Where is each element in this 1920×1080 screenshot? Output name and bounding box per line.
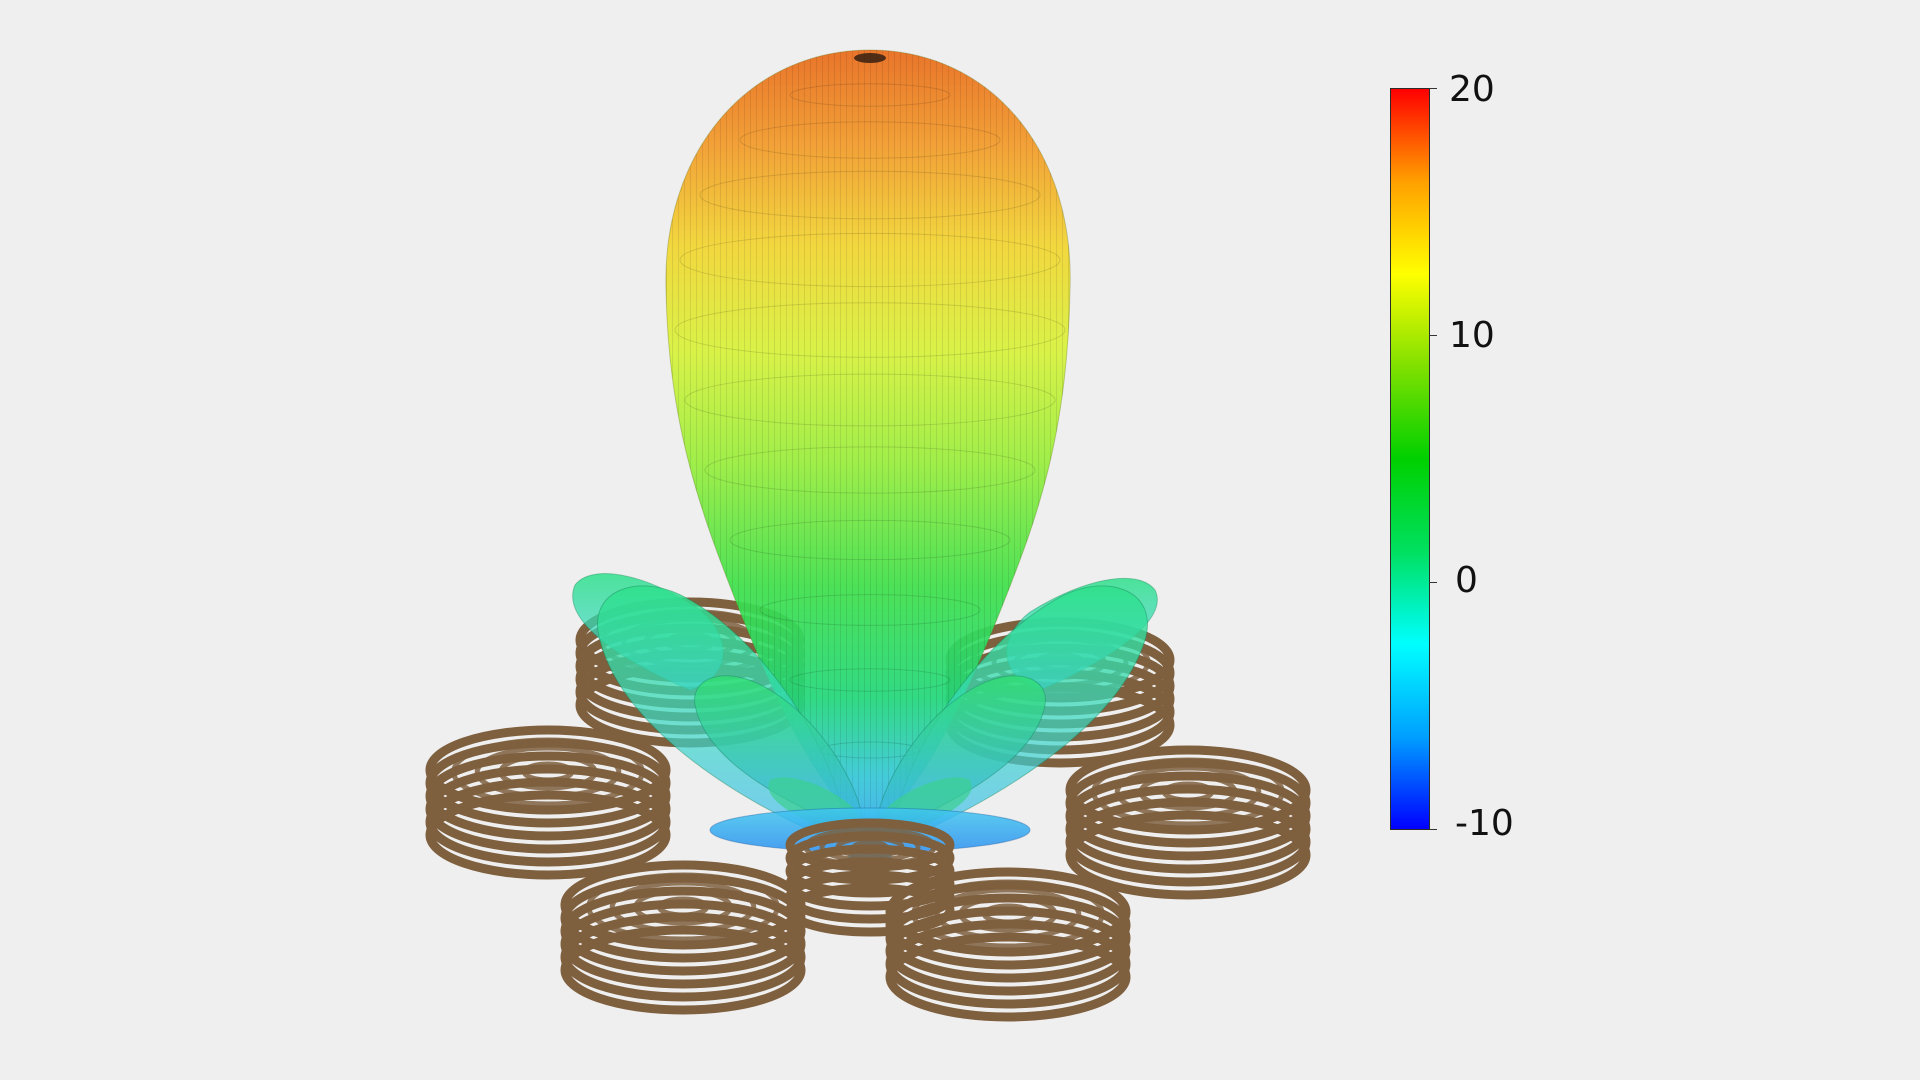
colorbar-label-min: -10 xyxy=(1455,803,1514,844)
helix-element xyxy=(560,860,806,1015)
helix-elements-front xyxy=(425,725,1311,1022)
side-lobes-front xyxy=(597,585,1148,882)
helix-element xyxy=(1065,745,1311,900)
colorbar-label-10: 10 xyxy=(1449,315,1495,356)
colorbar-label-0: 0 xyxy=(1455,560,1478,601)
colorbar-tick-10 xyxy=(1429,335,1437,336)
helix-element xyxy=(885,867,1131,1022)
colorbar-tick-neg10 xyxy=(1429,829,1437,830)
colorbar xyxy=(1390,88,1430,830)
colorbar-label-max: 20 xyxy=(1449,69,1495,110)
colorbar-tick-0 xyxy=(1429,582,1437,583)
helix-element xyxy=(425,725,671,880)
main-lobe xyxy=(665,49,1071,841)
helix-element xyxy=(785,818,955,937)
colorbar-tick-20 xyxy=(1429,88,1437,89)
